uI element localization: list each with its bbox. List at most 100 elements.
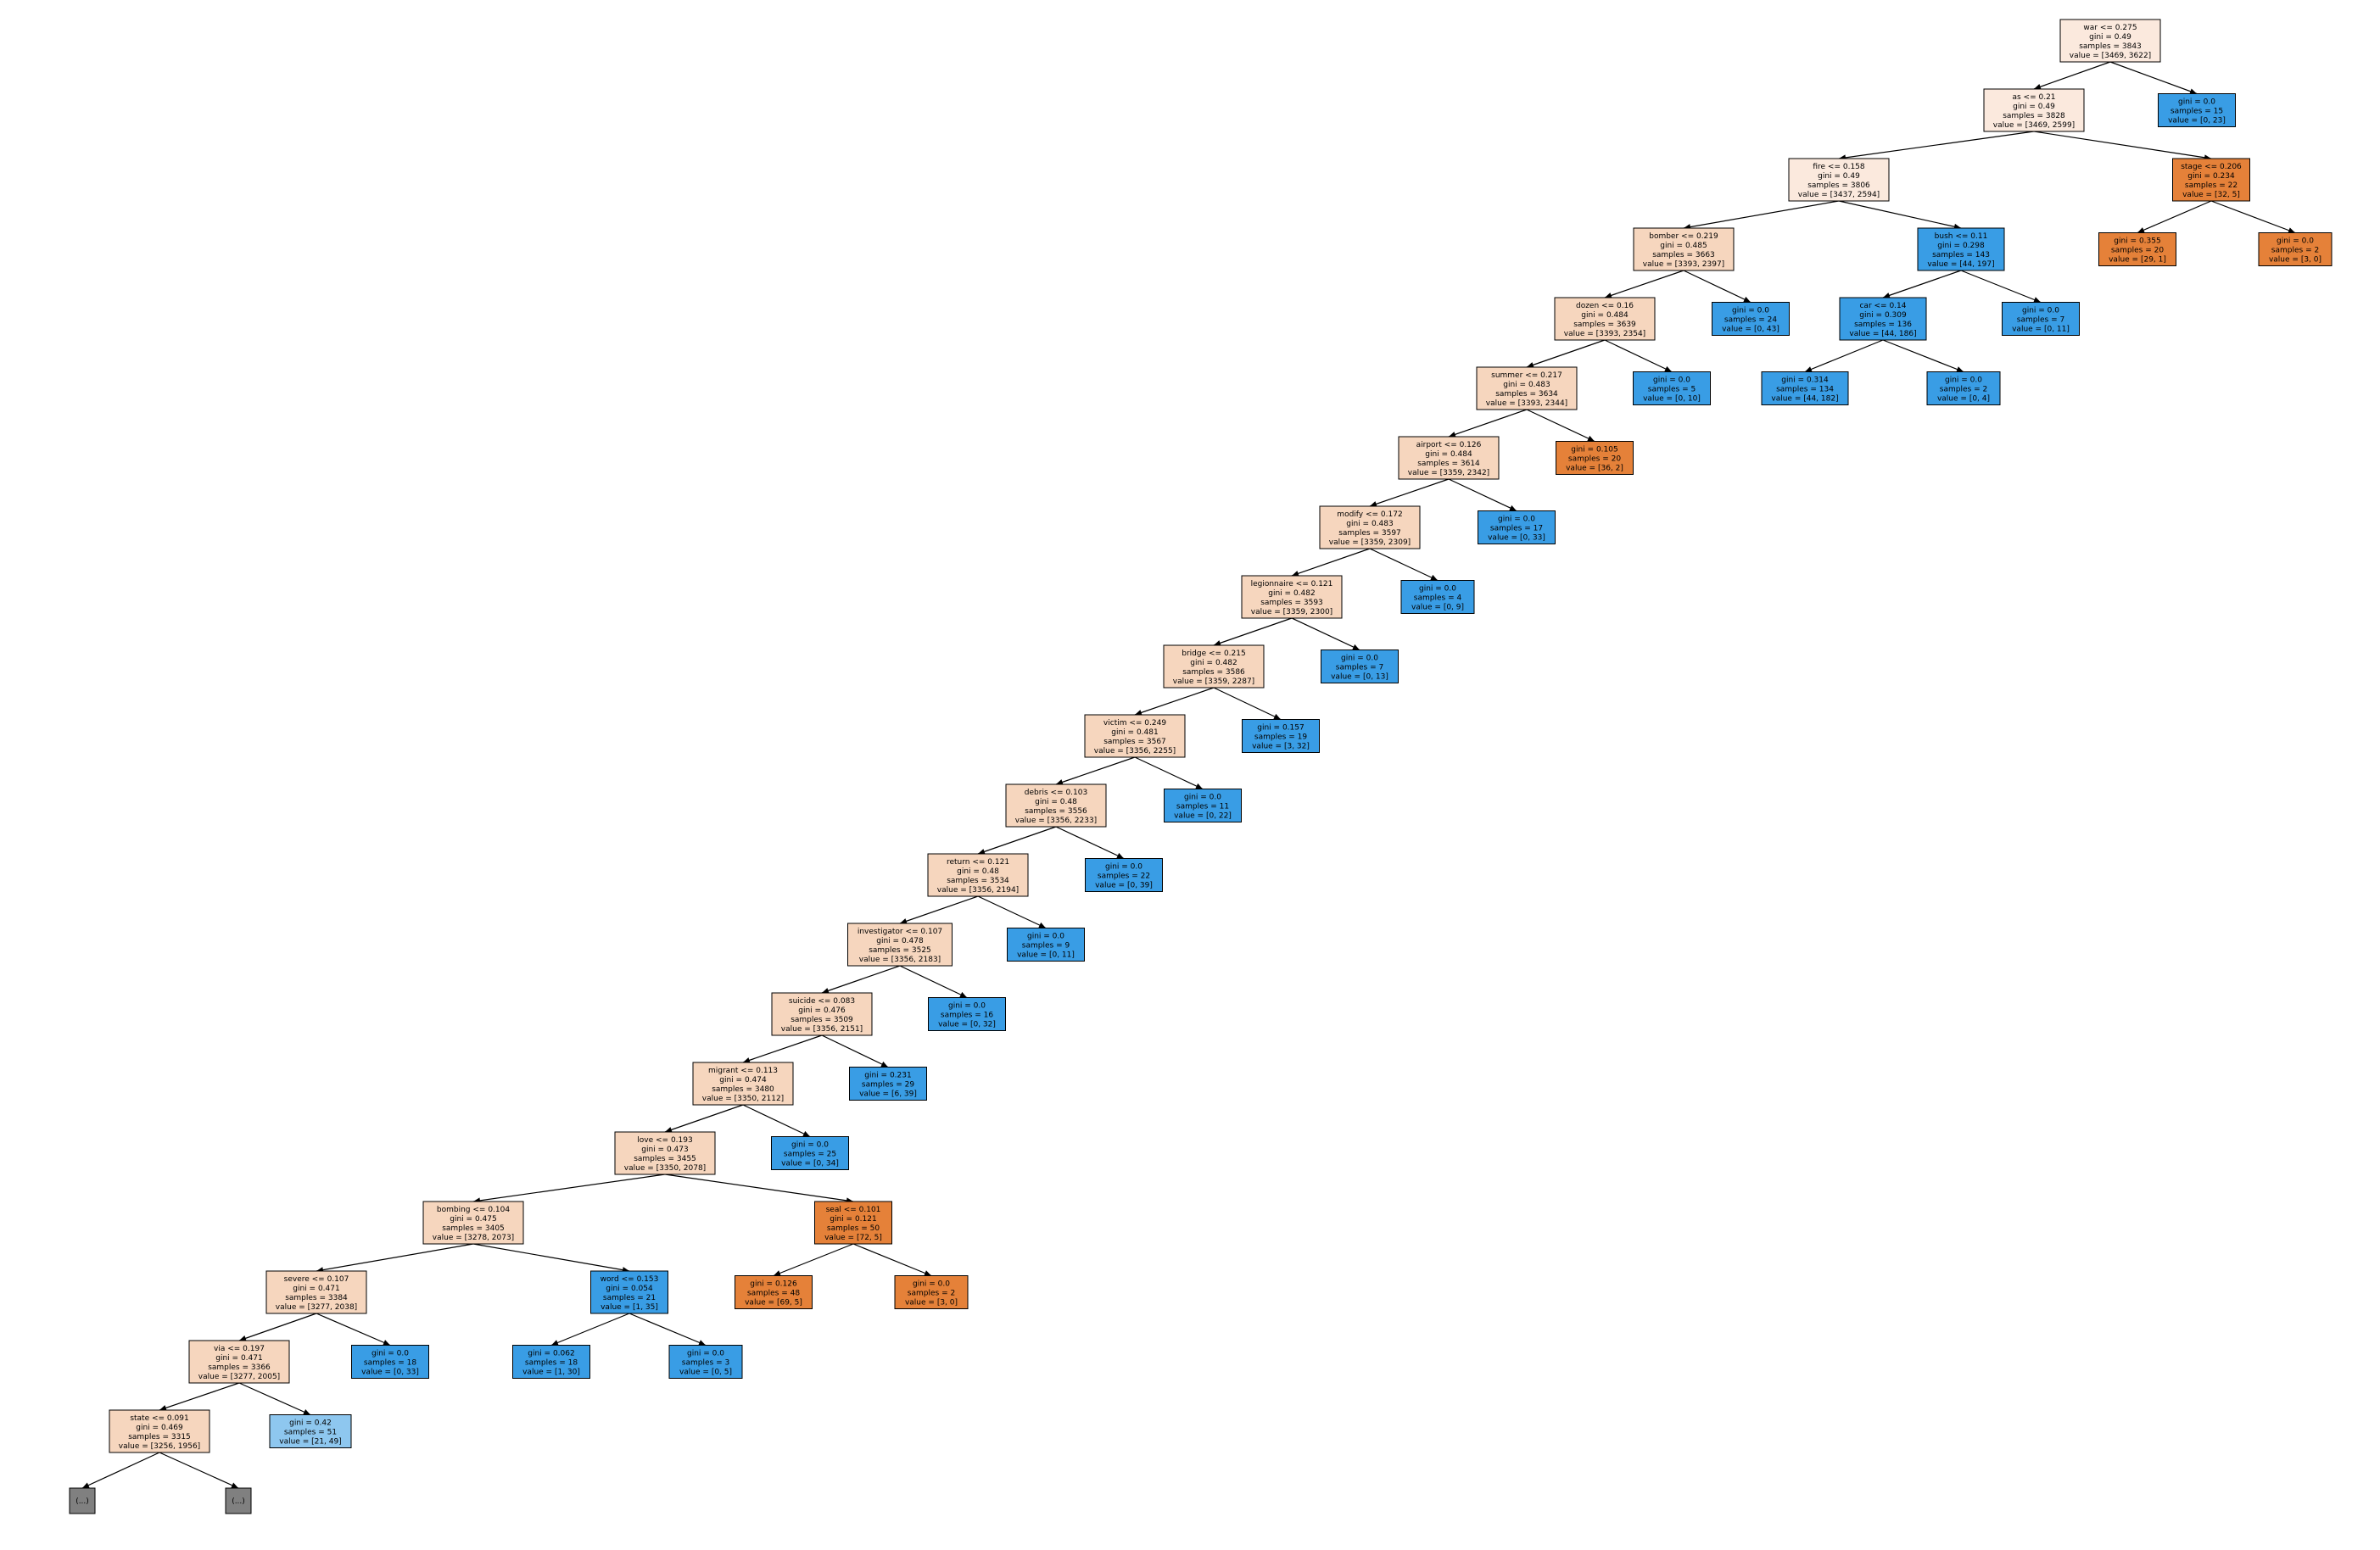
tree-edge [1055,826,1125,860]
tree-node-text: gini = 0.231 [864,1071,911,1079]
tree-node-box [1633,227,1735,271]
tree-edge [2210,200,2296,234]
tree-edge-arrowhead [1956,366,1964,372]
tree-node-text: value = [0, 13] [1331,672,1388,681]
tree-node-text: value = [3277, 2038] [276,1303,357,1312]
tree-node-text: value = [0, 9] [1411,603,1464,611]
tree-node-text: gini = 0.473 [641,1146,688,1154]
tree-node-text: gini = 0.054 [606,1285,653,1293]
tree-edge [472,1174,666,1202]
tree-edge [472,1243,630,1272]
tree-node-text: value = [3350, 2078] [624,1164,706,1173]
tree-node-text: samples = 3593 [1260,599,1323,607]
tree-node-text: gini = 0.0 [1498,515,1535,523]
tree-node-text: legionnaire <= 0.121 [1251,580,1333,588]
tree-node-box [2098,232,2176,266]
tree-node-text: samples = 50 [827,1224,880,1233]
tree-node-text: samples = 3843 [2079,42,2142,51]
tree-node-text: value = [0, 39] [1095,881,1153,889]
tree-node-box [2258,232,2333,266]
tree-node-box [2172,158,2250,202]
tree-node-text: value = [0, 32] [938,1020,996,1029]
tree-edge-arrowhead [1116,852,1124,859]
tree-node-text: value = [3393, 2397] [1643,260,1724,269]
tree-node-text: samples = 51 [284,1428,337,1436]
tree-node-box [188,1340,290,1384]
tree-edge-arrowhead [1430,574,1438,581]
tree-node-text: gini = 0.121 [830,1215,876,1224]
tree-node-text: gini = 0.0 [1105,862,1143,871]
tree-node-text: value = [3, 0] [905,1298,958,1307]
tree-node-text: value = [0, 34] [781,1159,839,1168]
tree-node-text: gini = 0.309 [1859,311,1907,320]
tree-edge [977,895,1047,929]
tree-node-text: samples = 3614 [1417,460,1480,468]
tree-node-box [265,1270,367,1314]
tree-node-text: samples = 22 [1098,872,1150,880]
tree-node-text: gini = 0.484 [1425,450,1472,459]
tree-edge [852,1243,932,1277]
tree-node-text: gini = 0.0 [1653,376,1690,384]
tree-node-text: samples = 143 [1932,251,1990,259]
tree-node-text: investigator <= 0.107 [858,928,942,936]
tree-node-text: samples = 3480 [712,1085,774,1094]
tree-edge [821,1034,889,1068]
tree-node-text: gini = 0.482 [1190,659,1237,667]
tree-node-box [351,1345,429,1379]
tree-node-text: value = [3359, 2287] [1173,677,1254,686]
tree-edge [1882,270,1962,298]
tree-edge [742,1034,823,1063]
tree-node-box [1761,371,1849,405]
tree-node-text: value = [0, 11] [1017,951,1075,959]
tree-node-text: dozen <= 0.16 [1576,302,1634,310]
tree-node-text: samples = 9 [1022,941,1070,950]
tree-node-text: samples = 11 [1176,802,1229,811]
tree-node-text: value = [44, 197] [1927,260,1994,269]
tree-node-box [1917,227,2005,271]
tree-edge-arrowhead [1805,366,1813,372]
tree-node-box [692,1062,794,1106]
tree-node-text: value = [36, 2] [1566,464,1623,472]
tree-edge-arrowhead [303,1409,310,1415]
tree-node-text: value = [1, 30] [522,1368,580,1376]
tree-node-box [1712,302,1790,336]
tree-node-text: gini = 0.105 [1571,445,1617,454]
tree-node-text: gini = 0.49 [1818,172,1860,181]
tree-edge-arrowhead [1743,296,1751,303]
tree-edge [81,1452,160,1489]
tree-node-text: gini = 0.0 [1419,584,1456,593]
tree-node-box [1321,650,1399,683]
tree-node-text: samples = 2 [1940,385,1987,393]
tree-edge [2137,200,2212,234]
tree-node-text: suicide <= 0.083 [789,997,855,1006]
tree-node-text: gini = 0.355 [2114,237,2160,245]
tree-node-text: samples = 20 [2111,246,2164,254]
tree-edge-arrowhead [551,1340,559,1346]
tree-node-text: modify <= 0.172 [1337,510,1402,519]
tree-node-text: value = [3356, 2183] [859,956,941,964]
tree-node-text: samples = 18 [525,1358,578,1367]
tree-node-text: samples = 20 [1568,454,1621,463]
tree-node-text: samples = 3567 [1103,738,1166,746]
tree-node-text: samples = 7 [1336,663,1383,672]
tree-node-text: gini = 0.49 [2089,33,2131,42]
tree-node-text: gini = 0.0 [2022,306,2059,315]
tree-edge [899,895,979,924]
tree-edge [1604,270,1684,298]
